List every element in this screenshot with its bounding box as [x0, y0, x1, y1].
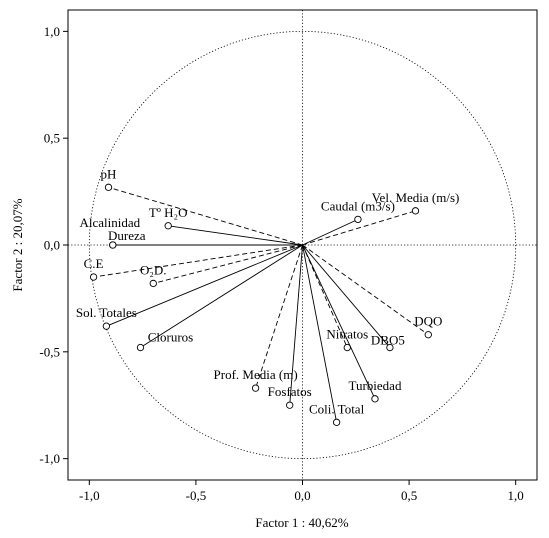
vector-Turbiedad — [302, 244, 376, 400]
point-Prof. Media (m) — [251, 384, 260, 392]
x-tick-label: -1,0 — [79, 488, 100, 503]
label-Turbiedad: Turbiedad — [348, 378, 401, 393]
label-Cloruros: Cloruros — [148, 330, 194, 345]
vector-Cloruros — [140, 244, 303, 348]
point-Cloruros — [136, 343, 145, 352]
vector-Caudal (m3/s) — [302, 218, 359, 246]
label-Sol. Totales: Sol. Totales — [76, 305, 137, 320]
vector-O₂D. — [153, 244, 303, 284]
point-Turbiedad — [371, 395, 379, 403]
y-axis-title: Factor 2 : 20,07% — [10, 198, 25, 291]
vector-Vel. Media (m/s) — [302, 210, 416, 246]
point-Sol. Totales — [102, 322, 111, 330]
x-tick-label: 0,5 — [401, 488, 417, 503]
label-pH: pH — [101, 166, 117, 181]
vector-C.E — [93, 244, 303, 278]
label-Nitratos: Nitratos — [326, 327, 368, 342]
y-tick-label: 1,0 — [44, 24, 60, 39]
point-DQO — [424, 331, 432, 339]
point-C.E — [89, 273, 98, 281]
label-Prof. Media (m): Prof. Media (m) — [214, 367, 298, 382]
point-Vel. Media (m/s) — [411, 207, 420, 215]
point-Fosfatos — [286, 401, 294, 409]
label-Vel. Media (m/s): Vel. Media (m/s) — [372, 190, 460, 205]
label-Coli. Total: Coli. Total — [309, 401, 365, 416]
x-axis-title: Factor 1 : 40,62% — [255, 515, 348, 530]
vector-DQO — [302, 244, 429, 336]
vector-DBO5 — [302, 244, 391, 348]
point-pH — [104, 183, 113, 191]
label-DQO: DQO — [414, 314, 442, 329]
label-O₂D.: O₂D. — [140, 262, 167, 277]
y-tick-label: 0,5 — [44, 131, 60, 146]
point-Dureza — [109, 241, 117, 249]
variable-vectors — [93, 186, 429, 423]
vector-Nitratos — [302, 244, 348, 348]
vector-pH — [108, 186, 303, 246]
point-Coli. Total — [332, 418, 341, 426]
point-Nitratos — [343, 343, 351, 352]
label-Fosfatos: Fosfatos — [268, 384, 312, 399]
y-tick-label: -0,5 — [39, 344, 60, 359]
x-tick-label: 1,0 — [508, 488, 524, 503]
y-tick-label: -1,0 — [39, 451, 60, 466]
vector-Coli. Total — [302, 244, 338, 423]
unit-circle — [88, 30, 517, 460]
point-Caudal (m3/s) — [354, 215, 362, 224]
vector-Prof. Media (m) — [255, 244, 303, 389]
point-O₂D. — [149, 279, 157, 288]
vector-Fosfatos — [289, 244, 303, 406]
x-tick-label: 0,0 — [294, 488, 310, 503]
x-tick-label: -0,5 — [186, 488, 207, 503]
variable-points — [89, 183, 432, 426]
point-DBO5 — [386, 343, 394, 352]
vector-Tº H₂O — [168, 225, 303, 246]
label-Tº H₂O: Tº H₂O — [149, 205, 188, 220]
label-Caudal (m3/s): Caudal (m3/s) — [321, 198, 395, 213]
label-DBO5: DBO5 — [371, 333, 405, 348]
vector-Sol. Totales — [106, 244, 303, 327]
point-Tº H₂O — [164, 222, 172, 230]
axes: -1,0 -0,5 0,0 0,5 1,0 1,0 0,5 0,0 -0,5 -1,0 — [39, 24, 523, 503]
label-Dureza: Dureza — [108, 228, 146, 243]
label-Alcalinidad: Alcalinidad — [79, 215, 140, 230]
label-C.E: C.E — [84, 256, 104, 271]
y-tick-label: 0,0 — [44, 238, 60, 253]
